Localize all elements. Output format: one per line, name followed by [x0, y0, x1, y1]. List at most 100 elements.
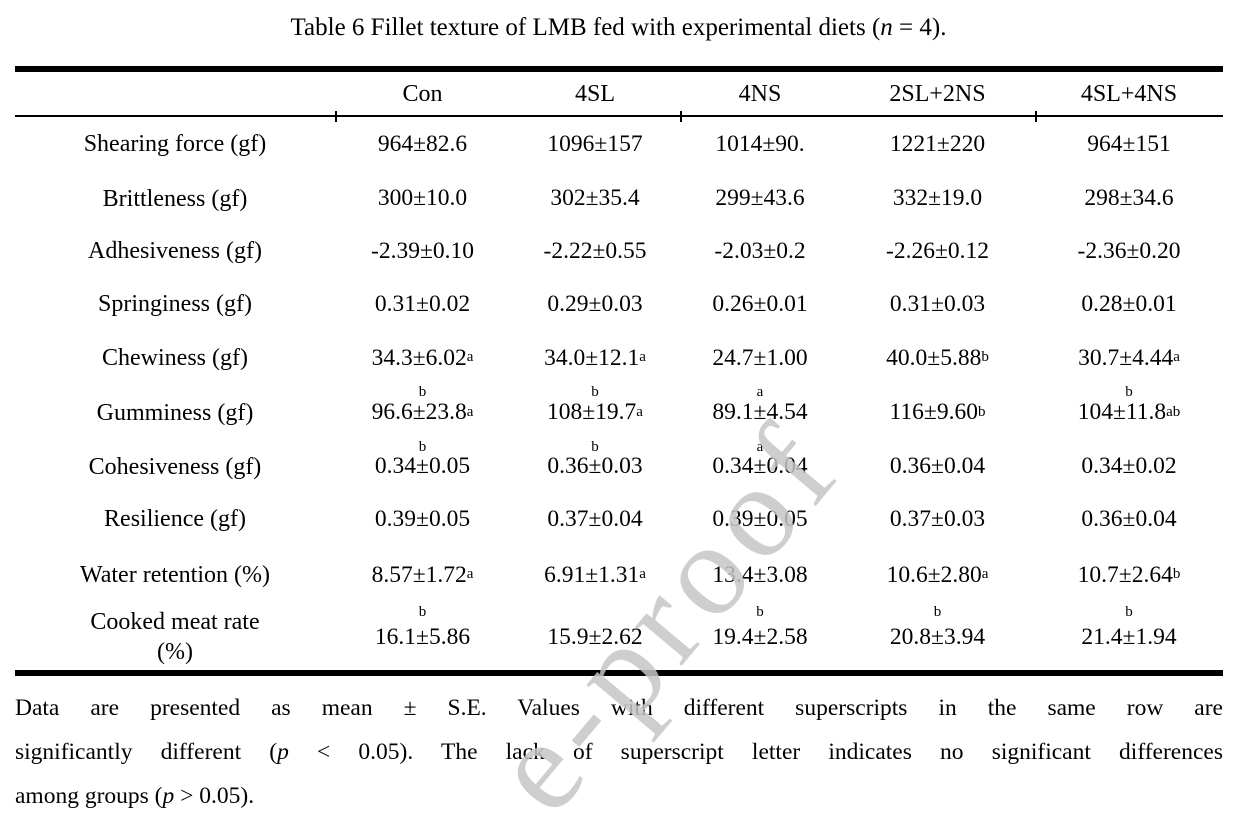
wrapped-superscript: b — [1125, 384, 1133, 400]
table-row: Cooked meat rate (%) 16.1±5.86 15.9±2.62 … — [15, 605, 1223, 669]
row-label: Shearing force (gf) — [15, 116, 335, 172]
cell-value: 19.4±2.58 — [712, 623, 808, 650]
cell-value: 0.31±0.02 — [374, 290, 471, 317]
table-cell: 15.9±2.62 — [510, 605, 680, 669]
cell-value: -2.39±0.10 — [371, 237, 474, 264]
cell-value: 20.8±3.94 — [889, 623, 986, 650]
column-tick — [680, 111, 682, 122]
cell-value: 300±10.0 — [377, 185, 468, 211]
row-label-text: Springiness (gf) — [98, 291, 252, 317]
cell-value: 30.7±4.44 — [1078, 344, 1174, 371]
column-header: 4NS — [680, 72, 840, 116]
row-label: Adhesiveness (gf) — [15, 225, 335, 277]
table-cell: 964±82.6 — [335, 116, 510, 172]
table-cell: 0.37±0.04 — [510, 493, 680, 545]
cell-value: 8.57±1.72 — [371, 561, 467, 588]
cell-value: 40.0±5.88 — [886, 344, 982, 371]
table-cell: 299±43.6 — [680, 172, 840, 225]
cell-value: 0.34±0.05 — [374, 453, 471, 479]
table-cell: 10.7±2.64 b b — [1077, 561, 1181, 620]
table-cell: 34.3±6.02 a b — [371, 344, 474, 400]
row-label: Cohesiveness (gf) — [15, 440, 335, 493]
table-cell: 0.36±0.04 — [840, 440, 1035, 493]
wrapped-superscript: b — [756, 604, 764, 620]
wrapped-superscript: a — [756, 384, 764, 400]
table-cell: 104±11.8 ab — [1077, 399, 1181, 425]
cell-value: -2.36±0.20 — [1077, 237, 1181, 264]
row-label: Cooked meat rate (%) — [15, 605, 335, 669]
table-row: Brittleness (gf) 300±10.0 302±35.4 299±4… — [15, 172, 1223, 225]
table-cell: 0.37±0.03 — [840, 493, 1035, 545]
cell-value: 6.91±1.31 — [544, 561, 640, 588]
cell-value: 964±82.6 — [377, 130, 468, 157]
table-cell: 300±10.0 — [335, 172, 510, 225]
cell-value: 302±35.4 — [550, 185, 640, 211]
cell-value: 0.26±0.01 — [712, 290, 808, 317]
table-cell: 964±151 — [1035, 116, 1223, 172]
column-tick — [1035, 111, 1037, 122]
experimental-table: Con 4SL 4NS 2SL+2NS 4SL+4NS Shearing for… — [15, 72, 1223, 669]
column-header-label: 4NS — [738, 80, 782, 107]
p-italic: p — [162, 783, 175, 809]
table-cell: -2.26±0.12 — [840, 225, 1035, 277]
cell-value: 0.39±0.05 — [374, 505, 471, 532]
p-italic: p — [277, 739, 289, 765]
row-label-text: Chewiness (gf) — [102, 345, 248, 371]
wrapped-superscript: b — [591, 439, 599, 455]
footnote: Data are presented as mean ± S.E. Values… — [15, 686, 1223, 818]
cell-value: 0.39±0.05 — [712, 505, 808, 532]
table-cell: 30.7±4.44 a b — [1078, 344, 1180, 400]
wrapped-superscript: b — [418, 384, 427, 400]
table-cell: -2.36±0.20 — [1035, 225, 1223, 277]
cell-value: 108±19.7 — [547, 399, 637, 425]
corner-cell — [15, 72, 335, 116]
cell-value: 16.1±5.86 — [374, 623, 471, 650]
column-header: Con — [335, 72, 510, 116]
footnote-text: > 0.05). — [174, 783, 255, 809]
table-row: Water retention (%) 8.57±1.72 a b 6.91±1.3… — [15, 545, 1223, 620]
footnote-line-1: Data are presented as mean ± S.E. Values… — [15, 686, 1223, 730]
cell-value: 964±151 — [1087, 130, 1171, 157]
column-tick — [335, 111, 337, 122]
cell-value: 96.6±23.8 — [371, 399, 467, 425]
footnote-text: < 0.05). The lack of superscript letter … — [288, 739, 1223, 765]
table-cell: 116±9.60 b — [889, 399, 986, 425]
row-label: Brittleness (gf) — [15, 172, 335, 225]
row-label-text: Water retention (%) — [80, 562, 270, 588]
cell-value: 0.37±0.03 — [889, 505, 986, 532]
cell-value: -2.26±0.12 — [886, 237, 989, 264]
header-row: Con 4SL 4NS 2SL+2NS 4SL+4NS — [15, 72, 1223, 116]
wrapped-superscript: a — [756, 439, 764, 455]
table-cell: 108±19.7 a b — [547, 399, 643, 455]
table-cell: 0.36±0.03 — [510, 440, 680, 493]
row-label-text: Cooked meat rate — [90, 609, 260, 635]
page-title: Table 6 Fillet texture of LMB fed with e… — [0, 14, 1237, 42]
table-cell: 0.39±0.05 — [680, 493, 840, 545]
table-cell: 0.34±0.04 — [680, 440, 840, 493]
table-cell: 96.6±23.8 a b — [371, 399, 474, 455]
row-label: Springiness (gf) — [15, 277, 335, 331]
column-header-label: Con — [402, 80, 443, 107]
cell-value: 0.34±0.02 — [1081, 453, 1177, 479]
wrapped-superscript: b — [591, 384, 599, 400]
wrapped-superscript: b — [1125, 604, 1133, 620]
row-label-text: Shearing force (gf) — [83, 131, 267, 157]
table-cell: 0.26±0.01 — [680, 277, 840, 331]
table-cell: 0.36±0.04 — [1035, 493, 1223, 545]
cell-value: 332±19.0 — [892, 185, 983, 211]
row-label-text: Resilience (gf) — [104, 506, 246, 532]
table-cell: -2.03±0.2 — [680, 225, 840, 277]
cell-value: 0.29±0.03 — [547, 290, 643, 317]
table-cell: 6.91±1.31 a — [544, 561, 646, 588]
table-row: Shearing force (gf) 964±82.6 1096±157 10… — [15, 116, 1223, 172]
title-suffix: = 4). — [892, 14, 947, 41]
table-cell: 34.0±12.1 a b — [544, 344, 646, 400]
cell-value: 104±11.8 — [1077, 399, 1167, 425]
cell-value: 34.0±12.1 — [544, 344, 640, 371]
table-cell: -2.22±0.55 — [510, 225, 680, 277]
cell-value: 0.37±0.04 — [547, 505, 643, 532]
row-label-text: Brittleness (gf) — [102, 185, 248, 212]
row-label-text: Gumminess (gf) — [96, 399, 254, 426]
table-cell: -2.39±0.10 — [335, 225, 510, 277]
